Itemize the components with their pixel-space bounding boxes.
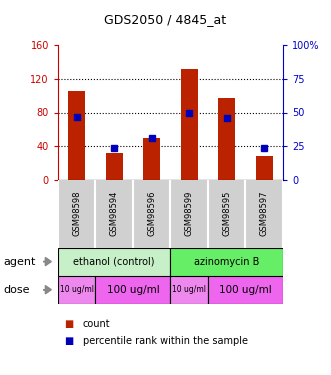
Text: 10 ug/ml: 10 ug/ml (60, 285, 94, 294)
Bar (95, 276, 170, 304)
Text: percentile rank within the sample: percentile rank within the sample (83, 336, 248, 346)
Bar (68, 92, 85, 180)
Text: GSM98594: GSM98594 (110, 191, 119, 237)
Bar (181, 69, 198, 180)
Text: ■: ■ (65, 320, 74, 329)
Text: GDS2050 / 4845_at: GDS2050 / 4845_at (105, 13, 226, 26)
Text: agent: agent (3, 256, 36, 267)
Bar (143, 138, 160, 180)
Bar (256, 156, 273, 180)
Bar (218, 98, 235, 180)
Bar (106, 153, 122, 180)
Text: 10 ug/ml: 10 ug/ml (172, 285, 206, 294)
Text: 100 ug/ml: 100 ug/ml (219, 285, 272, 295)
Text: GSM98599: GSM98599 (185, 191, 194, 237)
Bar (170, 248, 283, 276)
Bar (58, 276, 95, 304)
Text: dose: dose (3, 285, 30, 295)
Text: count: count (83, 320, 110, 329)
Text: ■: ■ (65, 336, 74, 346)
Text: GSM98597: GSM98597 (260, 191, 269, 237)
Bar (58, 248, 170, 276)
Bar (208, 276, 283, 304)
Text: ethanol (control): ethanol (control) (73, 256, 155, 267)
Text: GSM98596: GSM98596 (147, 191, 156, 237)
Text: 100 ug/ml: 100 ug/ml (107, 285, 159, 295)
Text: GSM98595: GSM98595 (222, 191, 231, 237)
Text: GSM98598: GSM98598 (72, 191, 81, 237)
Text: azinomycin B: azinomycin B (194, 256, 260, 267)
Bar (170, 276, 208, 304)
